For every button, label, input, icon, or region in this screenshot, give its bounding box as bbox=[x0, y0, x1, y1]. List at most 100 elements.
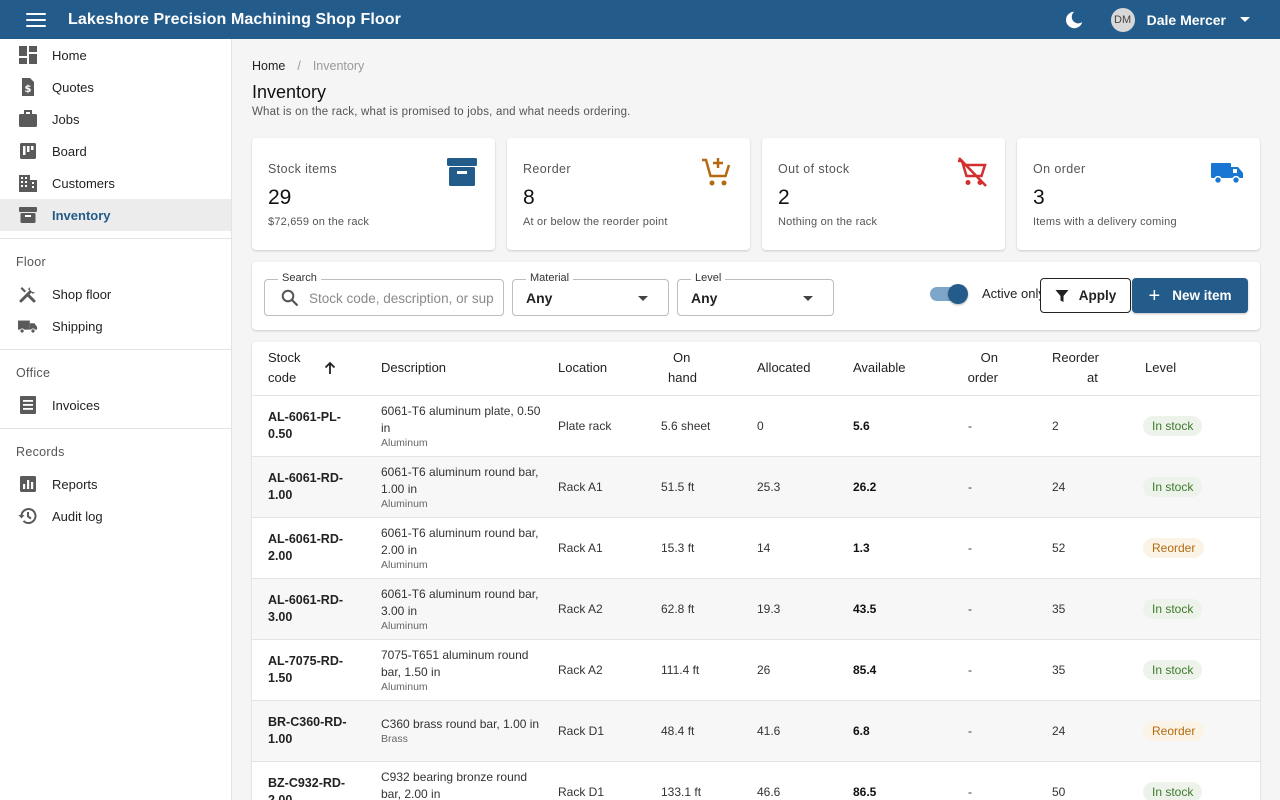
on-order-cell: - bbox=[948, 761, 1046, 800]
chevron-down-icon bbox=[803, 296, 813, 301]
table-row[interactable]: AL-6061-RD- 1.00 6061-T6 aluminum round b… bbox=[252, 456, 1260, 518]
on-order-cell: - bbox=[948, 700, 1046, 762]
level-select[interactable]: Level Any bbox=[677, 272, 834, 316]
header-label: On bbox=[980, 350, 998, 366]
card-value: 3 bbox=[1033, 186, 1045, 209]
kanban-board-icon bbox=[18, 141, 38, 161]
description-cell: C360 brass round bar, 1.00 in Brass bbox=[373, 700, 550, 762]
level-cell: In stock bbox=[1133, 456, 1260, 518]
table-row[interactable]: AL-6061-RD- 3.00 6061-T6 aluminum round b… bbox=[252, 578, 1260, 640]
breadcrumb-home-link[interactable]: Home bbox=[252, 59, 286, 73]
sidebar-item-shop-floor[interactable]: Shop floor bbox=[0, 278, 231, 310]
summary-cards: Stock items 29 $72,659 on the rack Reord… bbox=[252, 138, 1260, 250]
allocated-cell: 0 bbox=[749, 395, 845, 457]
sidebar-item-audit-log[interactable]: Audit log bbox=[0, 500, 231, 532]
on-hand-cell: 48.4 ft bbox=[645, 700, 749, 762]
material-value: Any bbox=[526, 290, 553, 306]
inventory-table: Stock code Description Location On hand … bbox=[252, 342, 1260, 800]
level-cell: In stock bbox=[1133, 578, 1260, 640]
stock-code-cell: BR-C360-RD- 1.00 bbox=[252, 700, 373, 762]
search-label: Search bbox=[278, 272, 321, 284]
allocated-cell: 46.6 bbox=[749, 761, 845, 800]
on-hand-cell: 5.6 sheet bbox=[645, 395, 749, 457]
stock-code-line: 2.00 bbox=[268, 792, 293, 800]
sort-ascending-arrow-icon[interactable] bbox=[323, 361, 337, 375]
section-title-floor: Floor bbox=[16, 255, 46, 269]
on-order-cell: - bbox=[948, 395, 1046, 457]
header-label: at bbox=[1087, 370, 1098, 386]
description-text: C932 bearing bronze round bar, 2.00 in bbox=[381, 769, 528, 800]
description-text: 6061-T6 aluminum round bar, 1.00 in bbox=[381, 464, 539, 496]
breadcrumb-current: Inventory bbox=[312, 59, 365, 73]
header-reorder-at[interactable]: Reorder at bbox=[1046, 342, 1133, 396]
sidebar-item-home[interactable]: Home bbox=[0, 39, 231, 71]
sidebar-item-reports[interactable]: Reports bbox=[0, 468, 231, 500]
on-hand-cell: 62.8 ft bbox=[645, 578, 749, 640]
search-input[interactable] bbox=[309, 288, 493, 308]
tools-icon bbox=[18, 284, 38, 304]
toggle-knob bbox=[948, 283, 968, 304]
header-stock-code[interactable]: Stock code bbox=[252, 342, 373, 396]
stock-code-cell: AL-6061-RD- 3.00 bbox=[252, 578, 373, 640]
available-cell: 43.5 bbox=[845, 578, 948, 640]
user-menu[interactable]: DM Dale Mercer bbox=[1110, 7, 1250, 32]
active-only-toggle[interactable]: Active only bbox=[930, 283, 1045, 304]
header-level[interactable]: Level bbox=[1133, 342, 1260, 396]
card-label: Out of stock bbox=[778, 162, 850, 176]
location-cell: Rack A2 bbox=[550, 578, 645, 640]
status-badge: In stock bbox=[1143, 659, 1203, 680]
table-header-row: Stock code Description Location On hand … bbox=[252, 342, 1260, 396]
new-item-button-label: New item bbox=[1172, 288, 1232, 303]
on-order-cell: - bbox=[948, 578, 1046, 640]
header-available[interactable]: Available bbox=[845, 342, 948, 396]
description-cell: 6061-T6 aluminum round bar, 1.00 in Alumi… bbox=[373, 456, 550, 518]
stock-code-line: AL-6061-RD- bbox=[268, 470, 344, 485]
available-cell: 5.6 bbox=[845, 395, 948, 457]
description-cell: 6061-T6 aluminum round bar, 2.00 in Alumi… bbox=[373, 517, 550, 579]
sidebar-item-jobs[interactable]: Jobs bbox=[0, 103, 231, 135]
header-location[interactable]: Location bbox=[550, 342, 645, 396]
sidebar-item-quotes[interactable]: $ Quotes bbox=[0, 71, 231, 103]
sidebar-item-label: Shop floor bbox=[52, 286, 112, 302]
stock-code-line: BR-C360-RD- bbox=[268, 714, 347, 729]
table-row[interactable]: BR-C360-RD- 1.00 C360 brass round bar, 1.… bbox=[252, 700, 1260, 762]
table-row[interactable]: AL-6061-PL- 0.50 6061-T6 aluminum plate, … bbox=[252, 395, 1260, 457]
sidebar-item-shipping[interactable]: Shipping bbox=[0, 310, 231, 342]
status-badge: Reorder bbox=[1143, 720, 1205, 741]
menu-icon[interactable] bbox=[26, 12, 46, 27]
reorder-at-cell: 50 bbox=[1046, 761, 1133, 800]
header-on-hand[interactable]: On hand bbox=[645, 342, 749, 396]
stock-code-line: AL-7075-RD- bbox=[268, 653, 344, 668]
description-text: 7075-T651 aluminum round bar, 1.50 in bbox=[381, 647, 529, 679]
inventory-table-card: Stock code Description Location On hand … bbox=[252, 342, 1260, 800]
search-field[interactable]: Search bbox=[264, 272, 504, 316]
description-cell: 7075-T651 aluminum round bar, 1.50 in Alu… bbox=[373, 639, 550, 701]
header-allocated[interactable]: Allocated bbox=[749, 342, 845, 396]
stock-code-cell: AL-7075-RD- 1.50 bbox=[252, 639, 373, 701]
truck-icon bbox=[1211, 163, 1243, 185]
header-description[interactable]: Description bbox=[373, 342, 550, 396]
toggle-track bbox=[930, 283, 968, 304]
available-cell: 85.4 bbox=[845, 639, 948, 701]
table-row[interactable]: BZ-C932-RD- 2.00 C932 bearing bronze roun… bbox=[252, 761, 1260, 800]
page-title: Inventory bbox=[252, 82, 327, 102]
description-cell: 6061-T6 aluminum round bar, 3.00 in Alumi… bbox=[373, 578, 550, 640]
location-cell: Rack A1 bbox=[550, 517, 645, 579]
sidebar-item-customers[interactable]: Customers bbox=[0, 167, 231, 199]
sidebar-item-board[interactable]: Board bbox=[0, 135, 231, 167]
new-item-button[interactable]: + New item bbox=[1132, 278, 1248, 313]
header-on-order[interactable]: On order bbox=[948, 342, 1046, 396]
stock-code-line: AL-6061-RD- bbox=[268, 531, 344, 546]
available-cell: 26.2 bbox=[845, 456, 948, 518]
dark-mode-moon-icon[interactable] bbox=[1063, 9, 1085, 31]
header-label: order bbox=[967, 370, 998, 386]
table-row[interactable]: AL-7075-RD- 1.50 7075-T651 aluminum round… bbox=[252, 639, 1260, 701]
sidebar-item-inventory[interactable]: Inventory bbox=[0, 199, 231, 231]
material-text: Aluminum bbox=[381, 436, 428, 449]
apply-button[interactable]: Apply bbox=[1040, 278, 1131, 313]
sidebar-item-invoices[interactable]: Invoices bbox=[0, 389, 231, 421]
svg-text:$: $ bbox=[25, 84, 32, 95]
available-cell: 6.8 bbox=[845, 700, 948, 762]
table-row[interactable]: AL-6061-RD- 2.00 6061-T6 aluminum round b… bbox=[252, 517, 1260, 579]
material-select[interactable]: Material Any bbox=[512, 272, 669, 316]
